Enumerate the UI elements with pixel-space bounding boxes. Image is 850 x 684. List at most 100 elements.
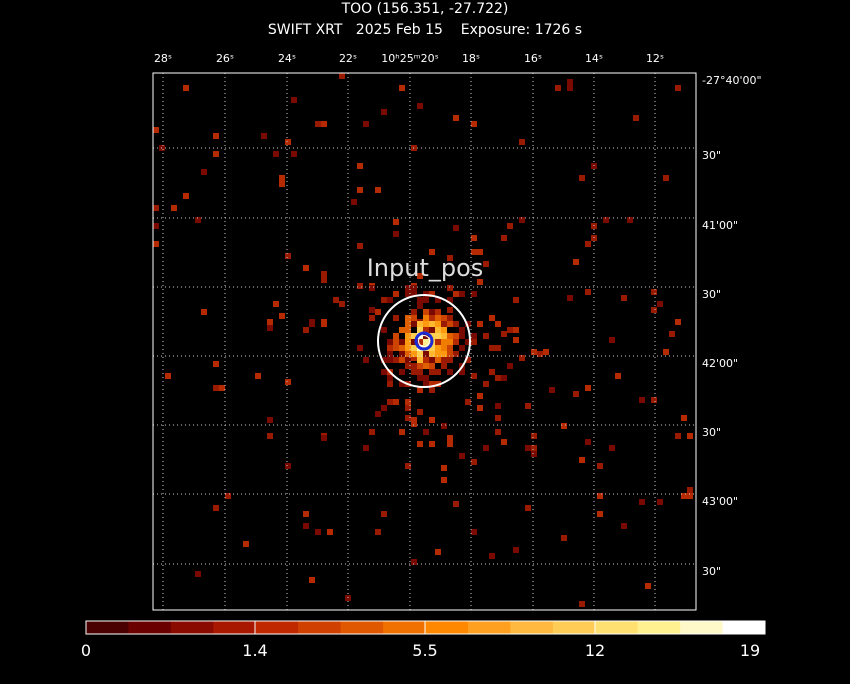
count-pixel [417, 339, 423, 345]
count-pixel [513, 337, 519, 343]
count-pixel [447, 315, 453, 321]
ra-label: 10ʰ25ᵐ20ˢ [381, 52, 438, 65]
count-pixel [429, 369, 435, 375]
count-pixel [441, 477, 447, 483]
count-pixel [423, 327, 429, 333]
count-pixel [405, 345, 411, 351]
colorbar-swatch [552, 621, 596, 634]
count-pixel [585, 289, 591, 295]
count-pixel [519, 139, 525, 145]
count-pixel [393, 339, 399, 345]
count-pixel [429, 321, 435, 327]
dec-label: 30" [702, 565, 721, 578]
count-pixel [477, 405, 483, 411]
count-pixel [459, 369, 465, 375]
colorbar-swatch [383, 621, 426, 634]
count-pixel [339, 301, 345, 307]
count-pixel [285, 139, 291, 145]
count-pixel [447, 297, 453, 303]
count-pixel [447, 333, 453, 339]
count-pixel [555, 85, 561, 91]
count-pixel [687, 493, 693, 499]
count-pixel [477, 321, 483, 327]
count-pixel [507, 223, 513, 229]
count-pixel [663, 175, 669, 181]
count-pixel [393, 291, 399, 297]
colorbar-swatch [510, 621, 554, 634]
input-position-marker [414, 331, 434, 351]
count-pixel [537, 351, 543, 357]
count-pixel [471, 235, 477, 241]
count-pixel [657, 301, 663, 307]
count-pixel [381, 369, 387, 375]
count-pixel [429, 381, 435, 387]
count-pixel [417, 321, 423, 327]
count-pixel [525, 445, 531, 451]
count-pixel [435, 297, 441, 303]
count-pixel [465, 339, 471, 345]
count-pixel [615, 373, 621, 379]
count-pixel [627, 217, 633, 223]
count-pixel [399, 339, 405, 345]
ra-label: 24ˢ [278, 52, 296, 65]
count-pixel [561, 535, 567, 541]
count-pixel [321, 321, 327, 327]
count-pixel [153, 223, 159, 229]
count-pixel [453, 333, 459, 339]
count-pixel [387, 297, 393, 303]
count-pixel [315, 529, 321, 535]
count-pixel [387, 351, 393, 357]
count-pixel [603, 217, 609, 223]
colorbar-swatch [722, 621, 766, 634]
count-pixel [213, 151, 219, 157]
colorbar-label: 5.5 [412, 641, 437, 660]
count-pixel [681, 415, 687, 421]
count-pixel [495, 429, 501, 435]
count-pixel [183, 193, 189, 199]
count-pixel [471, 121, 477, 127]
count-pixel [405, 463, 411, 469]
count-pixel [405, 339, 411, 345]
count-pixel [519, 217, 525, 223]
count-pixel [447, 357, 453, 363]
count-pixel [423, 339, 429, 345]
count-pixel [285, 253, 291, 259]
count-pixel [447, 345, 453, 351]
count-pixel [435, 357, 441, 363]
count-pixel [303, 327, 309, 333]
count-pixel [435, 327, 441, 333]
colorbar-label: 19 [740, 641, 760, 660]
count-pixel [291, 97, 297, 103]
count-pixel [633, 115, 639, 121]
count-pixel [489, 553, 495, 559]
count-pixel [321, 121, 327, 127]
colorbar-swatch [340, 621, 384, 634]
count-pixel [447, 321, 453, 327]
count-pixel [243, 541, 249, 547]
count-pixel [429, 249, 435, 255]
count-pixel [309, 321, 315, 327]
count-pixel [501, 439, 507, 445]
count-pixel [321, 277, 327, 283]
count-pixel [435, 369, 441, 375]
count-pixel [393, 315, 399, 321]
count-pixel [369, 429, 375, 435]
count-pixel [447, 369, 453, 375]
count-pixel [273, 151, 279, 157]
count-pixel [339, 73, 345, 79]
count-pixel [447, 435, 453, 441]
count-pixel [429, 387, 435, 393]
count-pixel [321, 271, 327, 277]
count-pixel [621, 295, 627, 301]
colorbar-swatch [680, 621, 724, 634]
count-pixel [393, 333, 399, 339]
count-pixel [303, 265, 309, 271]
count-pixel [357, 283, 363, 289]
count-pixel [213, 133, 219, 139]
count-pixel [363, 121, 369, 127]
count-pixel [411, 421, 417, 427]
count-pixel [429, 327, 435, 333]
count-pixel [435, 549, 441, 555]
title: TOO (156.351, -27.722) [341, 1, 509, 17]
count-pixel [441, 423, 447, 429]
